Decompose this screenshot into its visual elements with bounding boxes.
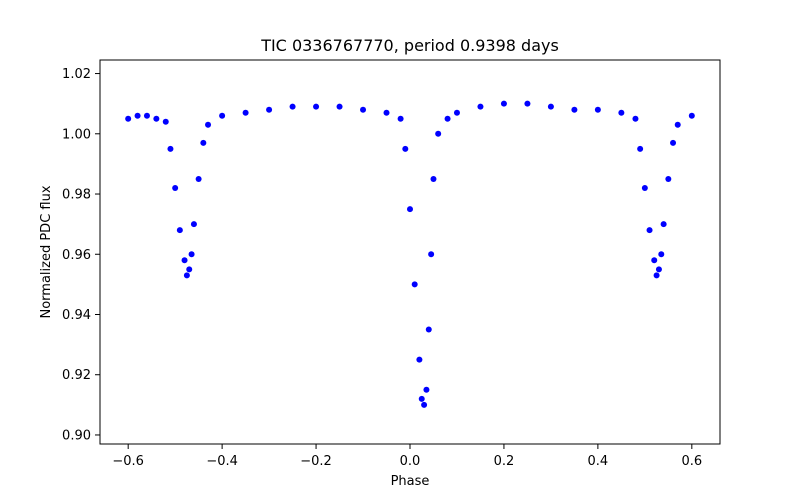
y-tick-label: 0.94 [62, 308, 91, 323]
data-point [190, 221, 197, 228]
data-point [162, 118, 169, 125]
data-point [637, 145, 644, 152]
data-point [658, 251, 665, 258]
data-point [418, 395, 425, 402]
data-point [425, 326, 432, 333]
data-point [407, 206, 413, 213]
data-point [632, 115, 639, 122]
data-point [416, 356, 423, 363]
data-point [242, 109, 249, 116]
data-point [143, 112, 150, 119]
y-axis: 0.90 0.92 0.94 0.96 0.98 1.00 1.02 [62, 67, 100, 443]
data-point [266, 106, 273, 113]
data-point [651, 257, 658, 264]
data-point [167, 145, 174, 152]
data-point [183, 272, 190, 279]
data-point [547, 103, 554, 110]
data-point [571, 106, 578, 113]
data-point [411, 281, 418, 288]
data-point [421, 401, 428, 408]
data-point [653, 272, 660, 279]
data-point [660, 221, 667, 228]
data-point [500, 100, 507, 107]
data-point [172, 185, 179, 191]
data-point [670, 139, 677, 146]
data-point [618, 109, 625, 116]
data-point [665, 175, 672, 182]
x-tick-label: 0.4 [588, 454, 609, 469]
data-point [453, 109, 460, 116]
y-tick-label: 0.96 [62, 248, 91, 263]
data-point [641, 185, 648, 191]
data-point [674, 121, 681, 128]
data-point [435, 130, 442, 137]
data-point [594, 106, 601, 113]
x-tick-label: 0.0 [400, 454, 421, 469]
data-point [397, 115, 404, 122]
data-point [134, 112, 141, 119]
data-point [153, 115, 160, 122]
data-point [313, 103, 320, 110]
data-point [186, 266, 193, 273]
y-tick-label: 1.00 [62, 127, 91, 142]
y-tick-label: 1.02 [62, 67, 91, 82]
data-point [125, 115, 132, 122]
data-point [477, 103, 484, 110]
data-point [176, 227, 183, 234]
x-axis: −0.6 −0.4 −0.2 0.0 0.2 0.4 0.6 [112, 444, 702, 469]
chart-title: TIC 0336767770, period 0.9398 days [260, 36, 559, 55]
data-point [383, 109, 390, 116]
x-tick-label: 0.6 [681, 454, 702, 469]
data-point [200, 139, 207, 146]
x-tick-label: −0.6 [112, 454, 144, 469]
data-point [289, 103, 296, 110]
data-point [205, 121, 212, 128]
data-point [444, 115, 451, 122]
y-tick-label: 0.92 [62, 368, 91, 383]
data-point [428, 251, 435, 258]
data-points [125, 100, 695, 408]
data-point [360, 106, 367, 113]
y-tick-label: 0.98 [62, 188, 91, 203]
data-point [646, 227, 653, 234]
data-point [688, 112, 695, 119]
data-point [423, 386, 430, 393]
data-point [195, 175, 202, 182]
data-point [524, 100, 531, 107]
x-tick-label: −0.2 [300, 454, 332, 469]
x-axis-label: Phase [391, 474, 430, 489]
data-point [181, 257, 188, 264]
data-point [219, 112, 226, 119]
data-point [336, 103, 343, 110]
y-tick-label: 0.90 [62, 428, 91, 443]
data-point [188, 251, 195, 258]
x-tick-label: −0.4 [206, 454, 238, 469]
x-tick-label: 0.2 [494, 454, 515, 469]
y-axis-label: Normalized PDC flux [39, 185, 54, 318]
data-point [655, 266, 662, 273]
data-point [430, 175, 437, 182]
data-point [402, 145, 409, 152]
